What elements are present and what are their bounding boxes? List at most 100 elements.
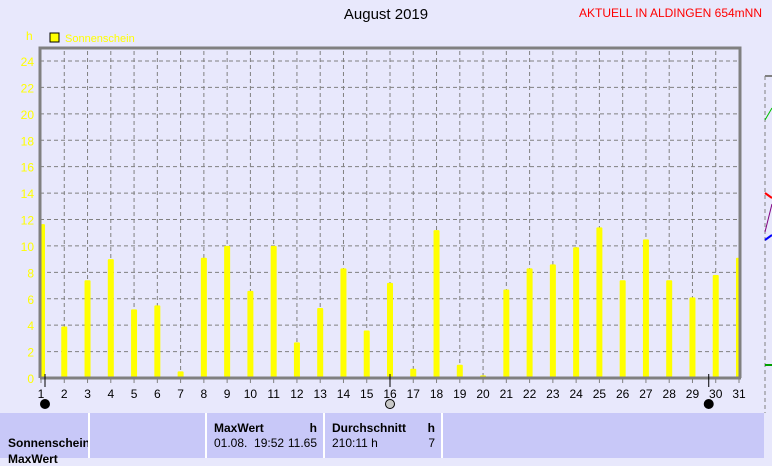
side-chart-line-red [764, 192, 772, 199]
y-axis-label: h [26, 29, 33, 43]
full-moon-icon [385, 399, 395, 409]
x-tick-label: 18 [430, 387, 444, 401]
bar-day-24 [573, 247, 580, 378]
bar-day-7 [177, 371, 184, 378]
bar-day-25 [596, 227, 603, 378]
y-tick-label: 14 [21, 187, 35, 201]
x-tick-label: 26 [616, 387, 630, 401]
avg-value: 7 [428, 436, 435, 450]
table-empty-cell-2 [441, 413, 764, 458]
bar-day-1 [41, 224, 45, 378]
y-tick-label: 16 [21, 161, 35, 175]
y-tick-label: 8 [27, 266, 34, 280]
x-tick-label: 22 [523, 387, 537, 401]
chart-title: August 2019 [343, 6, 429, 23]
bar-day-4 [107, 259, 114, 378]
y-tick-label: 20 [21, 108, 35, 122]
y-tick-label: 24 [21, 55, 35, 69]
x-tick-label: 29 [686, 387, 700, 401]
x-tick-label: 15 [360, 387, 374, 401]
bar-day-23 [549, 264, 556, 378]
bar-day-27 [642, 239, 649, 378]
bar-day-5 [131, 309, 138, 378]
side-chart-line-purple [764, 203, 772, 233]
x-tick-label: 13 [314, 387, 328, 401]
bar-day-13 [317, 307, 324, 378]
bar-day-3 [84, 280, 91, 378]
y-tick-label: 22 [21, 81, 35, 95]
avg-header: Durchschnitt [332, 421, 407, 435]
bar-day-6 [154, 305, 161, 378]
x-tick-label: 11 [267, 387, 280, 401]
side-chart-line-blue [764, 234, 772, 241]
x-tick-label: 14 [337, 387, 351, 401]
plot-frame [38, 46, 742, 378]
bar-day-10 [247, 290, 254, 378]
bar-day-12 [293, 342, 300, 378]
y-tick-label: 0 [27, 372, 34, 386]
x-tick-label: 16 [383, 387, 397, 401]
bar-day-21 [503, 289, 510, 378]
bar-day-8 [200, 257, 207, 378]
x-tick-label: 21 [500, 387, 514, 401]
max-cell: MaxWert h 01.08. 19:52 11.65 [205, 413, 323, 458]
x-tick-label: 20 [476, 387, 490, 401]
bar-day-11 [270, 245, 277, 378]
row-label-2: MaxWert [8, 452, 58, 466]
legend-label: Sonnenschein [65, 33, 135, 45]
x-tick-label: 5 [131, 387, 138, 401]
max-unit: h [309, 421, 317, 435]
x-tick-label: 8 [201, 387, 208, 401]
x-tick-label: 27 [639, 387, 653, 401]
y-tick-label: 2 [27, 346, 34, 360]
y-tick-label: 18 [21, 134, 35, 148]
bar-day-9 [224, 245, 231, 378]
bar-day-2 [61, 326, 68, 378]
x-tick-label: 6 [154, 387, 161, 401]
bar-day-31 [736, 257, 739, 378]
x-tick-label: 28 [663, 387, 677, 401]
y-tick-label: 12 [21, 214, 35, 228]
station-label: AKTUELL IN ALDINGEN 654mNN [579, 6, 762, 20]
new-moon-icon [40, 399, 50, 409]
legend-swatch [49, 32, 60, 43]
x-tick-label: 7 [177, 387, 184, 401]
x-tick-label: 23 [546, 387, 560, 401]
y-tick-label: 4 [27, 319, 34, 333]
new-moon-icon [703, 399, 714, 409]
x-tick-label: 10 [244, 387, 258, 401]
max-value: 11.65 [287, 436, 317, 450]
x-tick-label: 4 [107, 387, 114, 401]
x-tick-label: 30 [709, 387, 723, 401]
table-row-label-cell: Sonnenschein MaxWert [0, 413, 91, 466]
x-tick-label: 9 [224, 387, 231, 401]
x-tick-label: 2 [61, 387, 68, 401]
max-header: MaxWert [214, 421, 264, 435]
max-date: 01.08. 19:52 [214, 436, 285, 450]
bar-day-18 [433, 230, 440, 378]
x-tick-label: 25 [593, 387, 607, 401]
bar-day-19 [456, 364, 463, 378]
side-chart-line-green [764, 107, 772, 121]
x-tick-label: 3 [84, 387, 91, 401]
bar-day-29 [689, 297, 696, 378]
table-empty-cell [88, 413, 205, 458]
bar-day-17 [410, 368, 417, 378]
bar-day-22 [526, 268, 533, 378]
y-tick-label: 10 [21, 240, 35, 254]
avg-cell: Durchschnitt h 210:11 h 7 [323, 413, 441, 458]
bar-day-28 [666, 280, 673, 378]
avg-unit: h [427, 421, 435, 435]
bar-day-26 [619, 280, 626, 378]
x-tick-label: 19 [453, 387, 467, 401]
x-tick-label: 12 [290, 387, 304, 401]
bar-day-16 [387, 282, 393, 378]
x-tick-label: 1 [38, 387, 45, 401]
row-label: Sonnenschein [8, 436, 91, 450]
bar-day-30 [712, 274, 719, 378]
bar-day-14 [340, 268, 347, 378]
x-tick-label: 24 [569, 387, 583, 401]
bar-day-15 [363, 330, 370, 378]
avg-total: 210:11 h [332, 436, 378, 450]
